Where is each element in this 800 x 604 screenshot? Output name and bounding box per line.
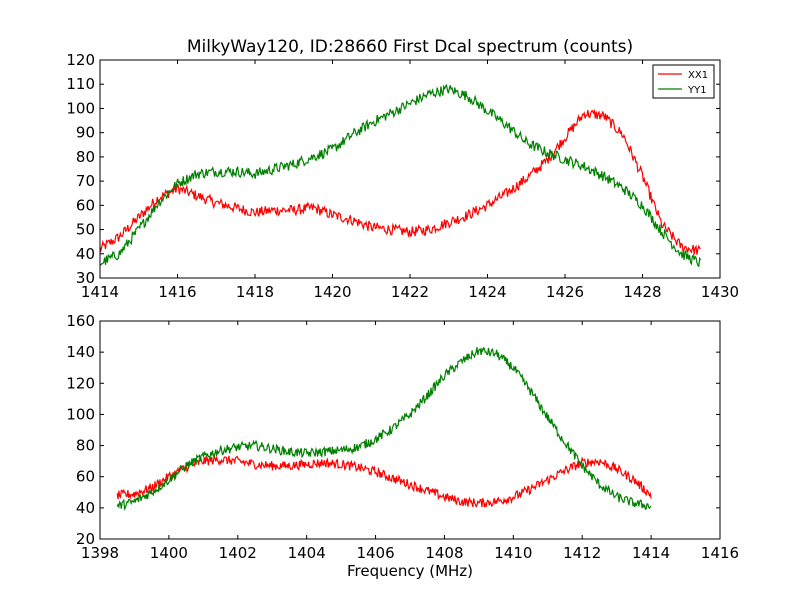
- legend-label-xx1: XX1: [688, 70, 708, 81]
- axes-frame: [99, 59, 721, 279]
- y-tick-label: 80: [76, 148, 95, 166]
- y-tick-label: 160: [66, 312, 95, 330]
- legend-box: [652, 64, 715, 99]
- y-tick-label: 70: [76, 172, 95, 190]
- axes-frame: [99, 320, 721, 540]
- series-line-xx1: [100, 108, 701, 255]
- y-tick-label: 140: [66, 343, 95, 361]
- x-tick-label: 1426: [546, 283, 584, 301]
- x-tick-label: 1398: [81, 544, 119, 562]
- x-tick-label: 1404: [288, 544, 326, 562]
- x-tick-label: 1406: [356, 544, 394, 562]
- x-tick-label: 1424: [468, 283, 506, 301]
- x-tick-label: 1402: [219, 544, 257, 562]
- y-tick-label: 60: [76, 196, 95, 214]
- y-tick-label: 100: [66, 99, 95, 117]
- chart-title: MilkyWay120, ID:28660 First Dcal spectru…: [187, 37, 633, 57]
- x-tick-label: 1414: [81, 283, 119, 301]
- x-tick-label: 1412: [563, 544, 601, 562]
- x-tick-label: 1418: [236, 283, 274, 301]
- x-tick-label: 1400: [150, 544, 188, 562]
- y-tick-label: 20: [76, 530, 95, 548]
- x-tick-label: 1422: [391, 283, 429, 301]
- y-tick-label: 90: [76, 124, 95, 142]
- series-line-red: [116, 453, 652, 508]
- x-tick-label: 1430: [701, 283, 739, 301]
- y-tick-label: 100: [66, 405, 95, 423]
- x-tick-label: 1410: [494, 544, 532, 562]
- y-tick-label: 120: [66, 374, 95, 392]
- y-tick-label: 40: [76, 245, 95, 263]
- x-axis-label: Frequency (MHz): [347, 562, 473, 580]
- x-tick-label: 1420: [313, 283, 351, 301]
- y-tick-label: 50: [76, 221, 95, 239]
- y-tick-label: 120: [66, 51, 95, 69]
- legend-label-yy1: YY1: [687, 85, 707, 96]
- x-tick-label: 1408: [425, 544, 463, 562]
- y-tick-label: 80: [76, 437, 95, 455]
- y-tick-label: 110: [66, 75, 95, 93]
- y-tick-label: 30: [76, 269, 95, 287]
- x-tick-label: 1428: [623, 283, 661, 301]
- series-line-yy1: [100, 83, 702, 268]
- y-tick-label: 60: [76, 468, 95, 486]
- y-tick-label: 40: [76, 499, 95, 517]
- x-tick-label: 1416: [701, 544, 739, 562]
- chart-panel-1: 1414 1416 1418 1420 1422 1424 1426 1428 1430 30 40…: [66, 37, 739, 301]
- x-tick-label: 1416: [158, 283, 196, 301]
- x-tick-label: 1414: [632, 544, 670, 562]
- chart-panel-2: 1398 1400 1402 1404 1406 1408 1410 1412 1414 1416…: [66, 312, 739, 580]
- series-line-green: [116, 346, 652, 511]
